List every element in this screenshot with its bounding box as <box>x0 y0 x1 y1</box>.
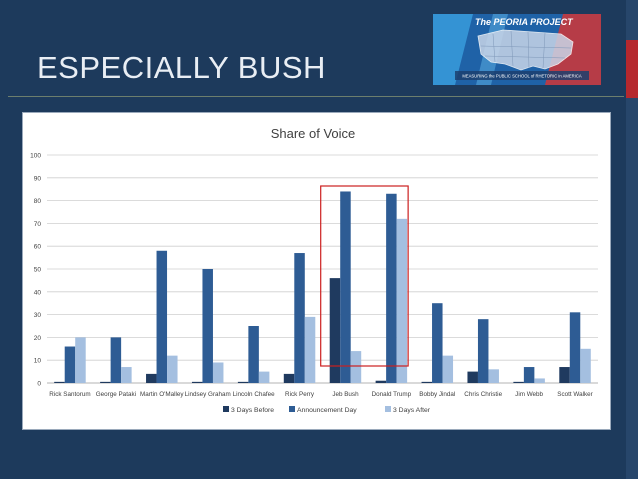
y-tick-label: 0 <box>37 381 41 388</box>
bar <box>248 326 259 383</box>
x-tick-label: Jeb Bush <box>332 391 359 398</box>
bar <box>304 316 316 383</box>
y-tick-label: 10 <box>34 358 42 365</box>
banner-title: The PEORIA PROJECT <box>475 17 574 27</box>
bar <box>488 369 499 383</box>
bar <box>523 367 535 383</box>
title-divider <box>8 96 624 97</box>
y-tick-label: 70 <box>34 221 42 228</box>
legend-swatch <box>289 406 295 412</box>
banner-subtitle: MEASURING the PUBLIC SCHOOL of RHETORIC … <box>462 74 582 79</box>
bar <box>283 373 295 383</box>
y-tick-label: 30 <box>34 312 42 319</box>
y-tick-label: 40 <box>34 289 42 296</box>
bar <box>167 355 178 383</box>
bar <box>64 346 76 383</box>
chart-title: Share of Voice <box>271 126 356 141</box>
y-tick-label: 100 <box>30 153 41 160</box>
bar <box>258 371 270 383</box>
bar <box>212 362 224 383</box>
bar <box>513 381 524 383</box>
bar <box>340 191 351 383</box>
x-tick-label: Rick Santorum <box>49 391 90 398</box>
bar <box>386 193 397 383</box>
bar <box>329 278 341 383</box>
x-tick-label: Rick Perry <box>285 391 315 398</box>
x-tick-label: Martin O'Malley <box>140 391 184 398</box>
bar <box>467 371 478 383</box>
x-tick-label: Jim Webb <box>515 391 543 398</box>
map-usa-icon <box>477 29 574 71</box>
bar <box>442 355 454 383</box>
share-of-voice-chart: Share of Voice 0 10 20 30 40 50 60 70 80 90 100 Ri… <box>30 126 598 414</box>
bar <box>559 367 570 383</box>
y-tick-label: 20 <box>34 335 42 342</box>
bar <box>237 381 249 383</box>
x-tick-label: Lindsey Graham <box>185 391 231 398</box>
legend-label: 3 Days Before <box>231 407 274 414</box>
bar <box>432 303 443 383</box>
y-tick-label: 50 <box>34 267 42 274</box>
bar <box>350 351 362 383</box>
legend-swatch <box>385 406 391 412</box>
bar <box>375 380 387 383</box>
bar <box>580 348 591 383</box>
accent-red-stripe <box>626 40 638 98</box>
bar <box>100 381 111 383</box>
legend-swatch <box>223 406 229 412</box>
highlight-box <box>320 185 409 367</box>
y-tick-label: 90 <box>34 175 42 182</box>
bar <box>191 381 203 383</box>
bar <box>569 312 581 383</box>
bar <box>156 250 168 383</box>
x-tick-label: George Pataki <box>96 391 136 398</box>
y-tick-label: 60 <box>34 244 42 251</box>
x-tick-label: Chris Christie <box>464 391 502 398</box>
x-tick-label: Lincoln Chafee <box>233 391 276 398</box>
bar <box>110 337 122 383</box>
y-tick-label: 80 <box>34 198 42 205</box>
bar <box>421 381 433 383</box>
bar <box>294 253 305 383</box>
accent-bar <box>626 0 638 479</box>
x-tick-label: Donald Trump <box>372 391 412 398</box>
legend-label: 3 Days After <box>393 407 431 414</box>
bar <box>146 373 157 383</box>
peoria-project-banner: The PEORIA PROJECT MEASURING the PUBLIC … <box>433 14 601 85</box>
slide-title: ESPECIALLY BUSH <box>37 50 326 85</box>
legend-label: Announcement Day <box>297 407 357 414</box>
bar <box>121 367 132 383</box>
bar <box>202 269 213 383</box>
chart-panel: Share of Voice 0 10 20 30 40 50 60 70 80 90 100 Ri… <box>22 112 611 430</box>
x-tick-label: Scott Walker <box>557 391 592 398</box>
bar <box>477 319 489 383</box>
bar <box>75 337 86 383</box>
bar <box>54 381 65 383</box>
bar <box>396 218 408 383</box>
x-tick-label: Bobby Jindal <box>419 391 455 398</box>
bar <box>534 378 545 383</box>
